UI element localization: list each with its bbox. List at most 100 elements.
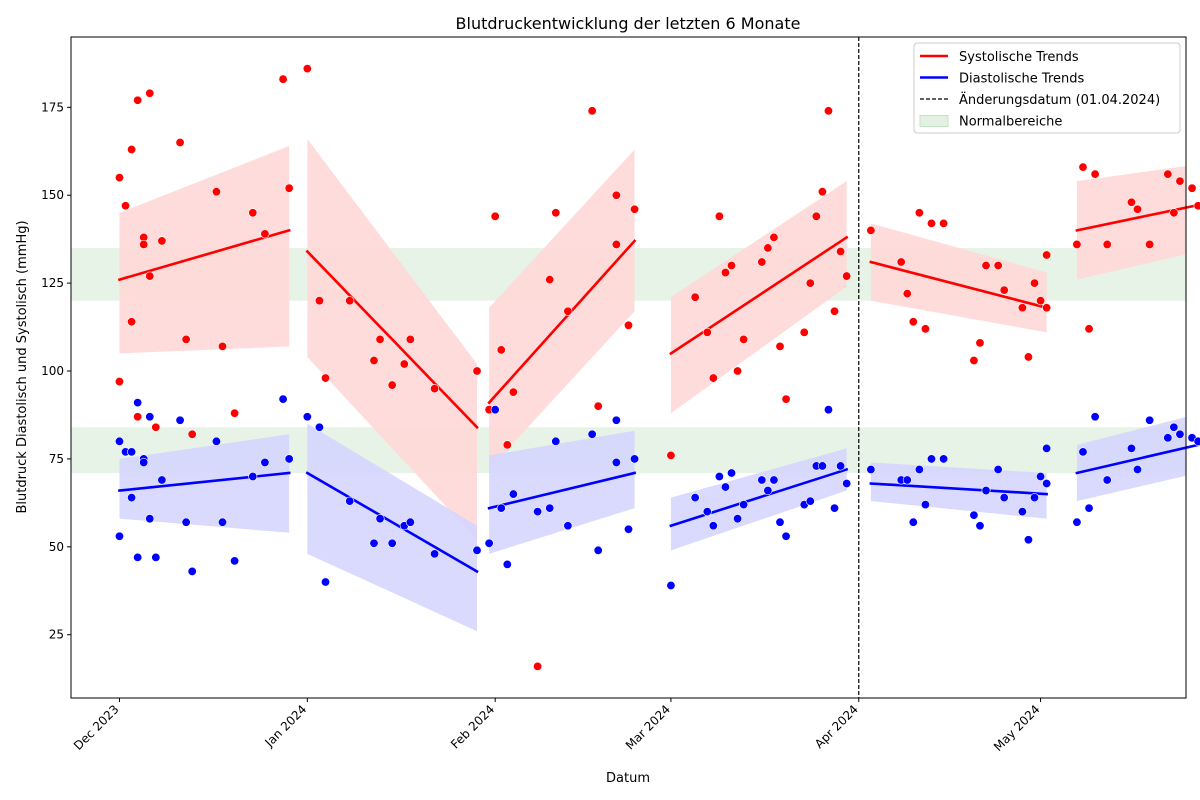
data-point — [817, 461, 827, 471]
data-point — [763, 486, 773, 496]
data-point — [1030, 493, 1040, 503]
data-point — [181, 517, 191, 527]
data-point — [490, 211, 500, 221]
legend-label: Änderungsdatum (01.04.2024) — [959, 92, 1160, 108]
data-point — [733, 366, 743, 376]
y-tick-label: 50 — [49, 540, 64, 554]
legend-label: Normalbereiche — [959, 115, 1062, 130]
trend-line — [487, 239, 637, 405]
data-point — [1193, 201, 1200, 211]
data-point — [508, 489, 518, 499]
data-point — [817, 187, 827, 197]
data-point — [720, 482, 730, 492]
data-point — [739, 500, 749, 510]
data-point — [187, 429, 197, 439]
data-point — [211, 187, 221, 197]
data-point — [375, 514, 385, 524]
data-point — [502, 559, 512, 569]
data-point — [157, 236, 167, 246]
data-point — [727, 468, 737, 478]
data-point — [702, 327, 712, 337]
data-point — [490, 405, 500, 415]
data-point — [114, 531, 124, 541]
data-point — [248, 208, 258, 218]
data-point — [551, 208, 561, 218]
data-point — [1169, 422, 1179, 432]
data-point — [1163, 169, 1173, 179]
data-point — [230, 408, 240, 418]
data-point — [1084, 324, 1094, 334]
data-point — [314, 422, 324, 432]
data-point — [830, 503, 840, 513]
data-point — [908, 317, 918, 327]
data-point — [690, 292, 700, 302]
y-tick-label: 25 — [49, 628, 64, 642]
data-point — [630, 454, 640, 464]
data-point — [430, 549, 440, 559]
data-point — [248, 471, 258, 481]
x-tick-label: Apr 2024 — [812, 702, 861, 751]
data-point — [1042, 303, 1052, 313]
data-point — [1187, 183, 1197, 193]
confidence-band — [489, 149, 635, 470]
legend-patch-swatch — [919, 115, 949, 127]
data-point — [121, 201, 131, 211]
data-point — [369, 538, 379, 548]
data-point — [1072, 517, 1082, 527]
data-points — [114, 64, 1200, 671]
data-point — [127, 145, 137, 155]
data-point — [1126, 443, 1136, 453]
data-point — [278, 394, 288, 404]
data-point — [145, 88, 155, 98]
confidence-band — [670, 181, 847, 414]
data-point — [623, 320, 633, 330]
data-point — [187, 566, 197, 576]
data-point — [757, 257, 767, 267]
data-point — [993, 464, 1003, 474]
legend-box — [913, 42, 1181, 134]
data-point — [127, 317, 137, 327]
trend-line — [869, 482, 1049, 496]
data-point — [405, 517, 415, 527]
trend-line — [1075, 203, 1200, 232]
x-axis-title: Datum — [606, 771, 650, 786]
data-point — [217, 341, 227, 351]
data-point — [369, 355, 379, 365]
confidence-band — [307, 423, 478, 632]
data-point — [1145, 239, 1155, 249]
data-point — [593, 401, 603, 411]
trend-line — [1075, 443, 1200, 475]
data-point — [151, 422, 161, 432]
data-point — [321, 373, 331, 383]
data-point — [211, 436, 221, 446]
data-point — [1042, 479, 1052, 489]
data-point — [981, 261, 991, 271]
data-point — [230, 556, 240, 566]
data-point — [611, 239, 621, 249]
data-point — [563, 306, 573, 316]
data-point — [145, 514, 155, 524]
data-point — [1193, 436, 1200, 446]
data-point — [830, 306, 840, 316]
data-point — [151, 552, 161, 562]
data-point — [484, 538, 494, 548]
data-point — [496, 503, 506, 513]
data-point — [321, 577, 331, 587]
data-point — [914, 464, 924, 474]
data-point — [775, 341, 785, 351]
trend-line — [487, 471, 637, 510]
y-axis-title: Blutdruck Diastolisch und Systolisch (mm… — [15, 220, 30, 513]
data-point — [587, 106, 597, 116]
data-point — [811, 211, 821, 221]
data-point — [920, 500, 930, 510]
data-point — [114, 377, 124, 387]
data-point — [769, 232, 779, 242]
data-point — [1175, 176, 1185, 186]
data-point — [133, 95, 143, 105]
data-point — [939, 454, 949, 464]
data-point — [133, 412, 143, 422]
legend-label: Systolische Trends — [959, 50, 1079, 65]
legend-label: Diastolische Trends — [959, 72, 1085, 87]
data-point — [1036, 471, 1046, 481]
data-point — [1017, 507, 1027, 517]
